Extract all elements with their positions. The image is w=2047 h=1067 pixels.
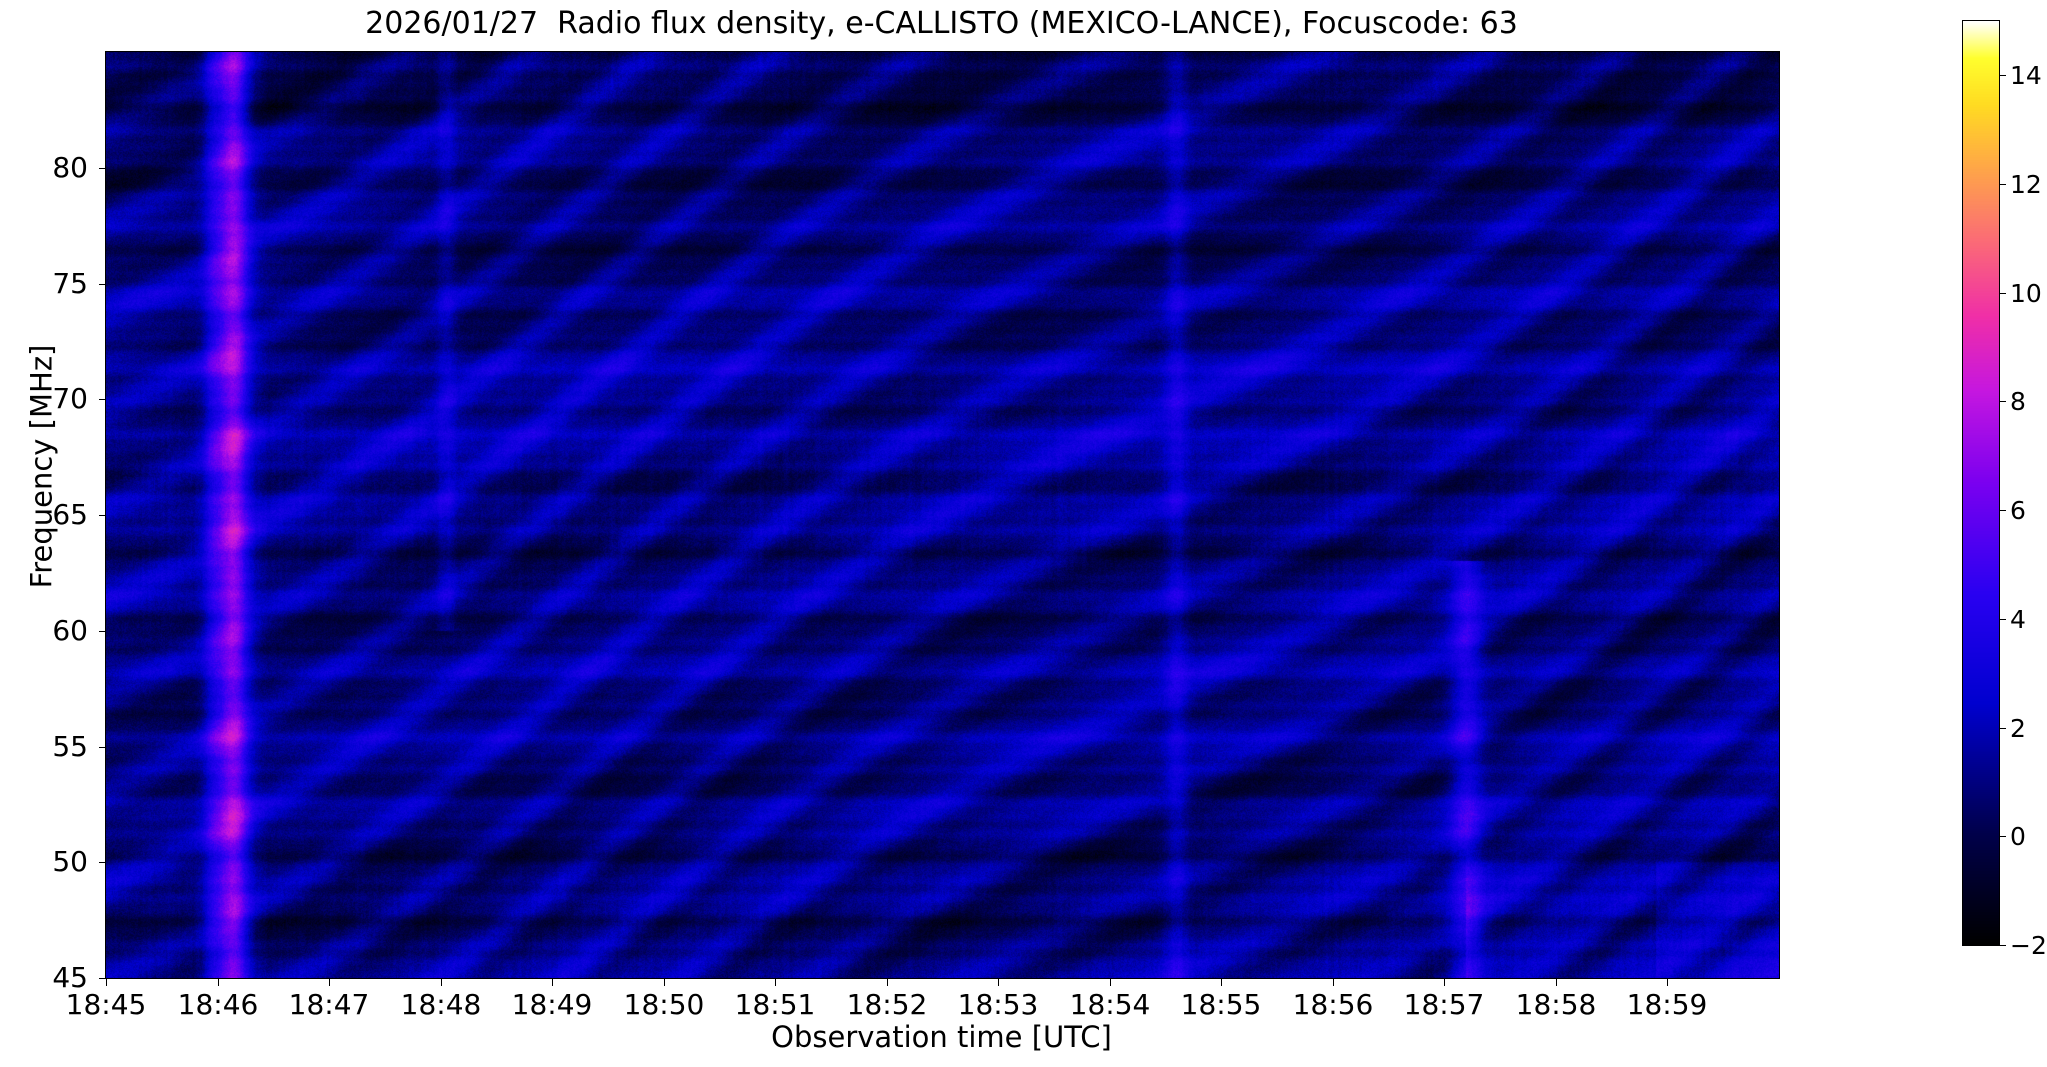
y-tick-label: 45 [52,961,88,994]
x-tick-mark [552,979,553,986]
colorbar [1962,20,2000,946]
colorbar-tick-label: 0 [2010,822,2026,851]
x-tick-mark [887,979,888,986]
x-tick-label: 18:46 [177,988,259,1021]
x-tick-mark [775,979,776,986]
colorbar-tick-label: 14 [2010,61,2042,90]
colorbar-tick-mark [1999,510,2006,511]
x-tick-mark [1221,979,1222,986]
x-tick-label: 18:51 [734,988,816,1021]
colorbar-tick-mark [1999,945,2006,946]
x-tick-label: 18:45 [65,988,147,1021]
colorbar-tick-label: 12 [2010,170,2042,199]
colorbar-tick-mark [1999,401,2006,402]
x-tick-mark [441,979,442,986]
x-tick-label: 18:59 [1626,988,1708,1021]
colorbar-tick-mark [1999,293,2006,294]
colorbar-tick-label: −2 [2010,931,2047,960]
colorbar-tick-mark [1999,728,2006,729]
colorbar-tick-label: 8 [2010,387,2026,416]
spectrogram-axes [105,51,1780,979]
page-title: 2026/01/27 Radio flux density, e-CALLIST… [365,6,1518,41]
x-tick-mark [1556,979,1557,986]
colorbar-tick-label: 10 [2010,279,2042,308]
x-tick-mark [998,979,999,986]
colorbar-tick-label: 2 [2010,714,2026,743]
x-tick-mark [218,979,219,986]
x-tick-mark [329,979,330,986]
x-tick-mark [106,979,107,986]
x-tick-label: 18:58 [1515,988,1597,1021]
x-tick-mark [1110,979,1111,986]
x-tick-label: 18:47 [288,988,370,1021]
colorbar-tick-mark [1999,836,2006,837]
x-tick-mark [1667,979,1668,986]
colorbar-tick-label: 6 [2010,496,2026,525]
x-tick-mark [664,979,665,986]
colorbar-tick-mark [1999,75,2006,76]
x-tick-label: 18:54 [1069,988,1151,1021]
x-tick-label: 18:55 [1180,988,1262,1021]
colorbar-tick-label: 4 [2010,605,2026,634]
x-tick-label: 18:52 [846,988,928,1021]
x-tick-label: 18:56 [1292,988,1374,1021]
y-tick-label: 50 [52,845,88,878]
x-tick-label: 18:50 [623,988,705,1021]
x-tick-mark [1333,979,1334,986]
colorbar-tick-mark [1999,619,2006,620]
x-axis-label: Observation time [UTC] [771,1020,1112,1054]
x-tick-mark [1444,979,1445,986]
colorbar-tick-mark [1999,184,2006,185]
colorbar-gradient [1963,21,1999,945]
x-tick-label: 18:57 [1403,988,1485,1021]
x-tick-label: 18:49 [511,988,593,1021]
x-tick-label: 18:48 [400,988,482,1021]
spectrogram-image [106,52,1779,978]
y-axis-label: Frequency [MHz] [24,344,59,589]
x-tick-label: 18:53 [957,988,1039,1021]
